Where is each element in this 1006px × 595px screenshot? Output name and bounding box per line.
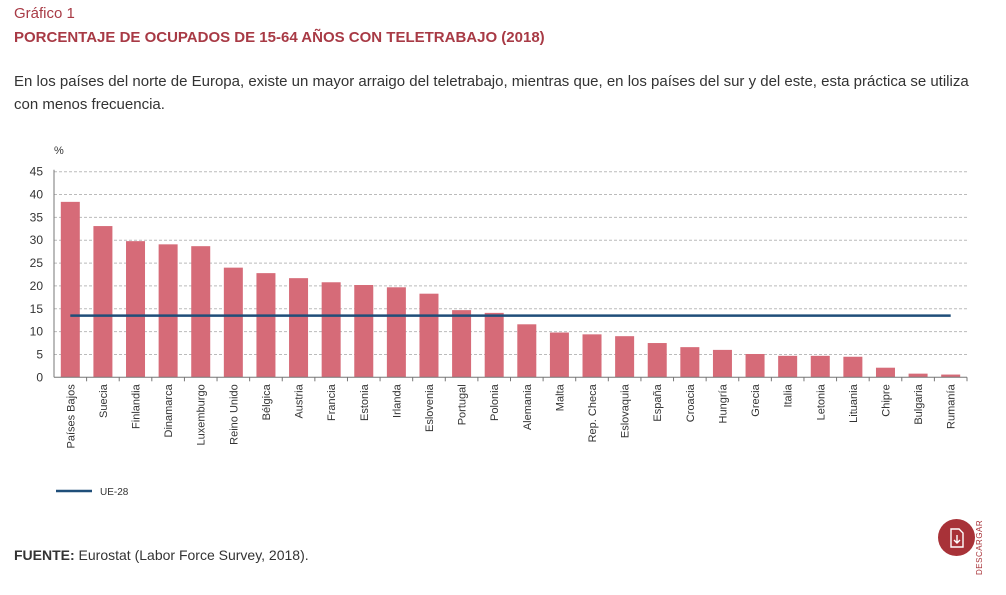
x-tick-label: Letonia xyxy=(815,383,827,420)
bar-letonia xyxy=(810,355,830,378)
x-tick-label: Francia xyxy=(326,383,338,421)
download-button[interactable] xyxy=(938,519,975,556)
x-tick-label: Estonia xyxy=(359,383,371,421)
bar-alemania xyxy=(517,324,537,378)
bar-suecia xyxy=(93,226,113,378)
bar-eslovenia xyxy=(419,293,439,378)
source-label: FUENTE: xyxy=(14,547,75,563)
bar-rep-checa xyxy=(582,334,602,378)
bar-bélgica xyxy=(256,273,276,378)
x-tick-label: Rumanía xyxy=(946,383,958,429)
x-tick-label: Eslovenia xyxy=(424,383,436,432)
bar-irlanda xyxy=(386,287,406,378)
legend-label: UE-28 xyxy=(100,487,129,498)
bar-malta xyxy=(549,332,569,378)
x-tick-label: Bélgica xyxy=(261,383,273,420)
y-tick-label: 25 xyxy=(30,256,44,270)
x-tick-label: Malta xyxy=(554,383,566,411)
x-tick-label: España xyxy=(652,383,664,421)
source-note: FUENTE: Eurostat (Labor Force Survey, 20… xyxy=(14,547,309,563)
bar-croacia xyxy=(680,347,700,378)
bar-grecia xyxy=(745,353,765,378)
bar-reino-unido xyxy=(223,267,243,378)
bar-dinamarca xyxy=(158,244,178,378)
bar-eslovaquia xyxy=(615,336,635,378)
x-tick-label: Suecia xyxy=(98,383,110,418)
y-tick-label: 15 xyxy=(30,302,44,316)
source-text: Eurostat (Labor Force Survey, 2018). xyxy=(74,547,309,563)
bar-españa xyxy=(647,343,667,378)
bar-hungría xyxy=(712,349,732,378)
bar-polonia xyxy=(484,312,504,378)
y-tick-label: 45 xyxy=(30,165,44,179)
bar-francia xyxy=(321,282,341,378)
x-tick-label: Irlanda xyxy=(391,383,403,418)
y-axis-label: % xyxy=(54,145,64,157)
x-tick-label: Lituania xyxy=(848,383,860,422)
x-tick-label: Portugal xyxy=(457,384,469,425)
intro-text: En los países del norte de Europa, exist… xyxy=(14,73,969,113)
bar-luxemburgo xyxy=(191,246,211,378)
bar-austria xyxy=(289,278,309,378)
y-tick-label: 0 xyxy=(36,370,43,384)
chart-title: PORCENTAJE DE OCUPADOS DE 15-64 AÑOS CON… xyxy=(14,29,545,46)
x-tick-label: Alemania xyxy=(522,383,534,430)
x-tick-label: Hungría xyxy=(717,383,729,423)
y-tick-label: 5 xyxy=(36,347,43,361)
bar-italia xyxy=(778,355,798,378)
bar-estonia xyxy=(354,285,374,378)
y-tick-label: 35 xyxy=(30,210,44,224)
figure-label: Gráfico 1 xyxy=(14,5,75,22)
bar-portugal xyxy=(452,310,472,378)
bar-lituania xyxy=(843,356,863,378)
bar-países-bajos xyxy=(60,201,80,378)
y-tick-label: 10 xyxy=(30,325,44,339)
bar-chipre xyxy=(875,367,895,378)
download-file-icon xyxy=(949,527,964,548)
x-tick-label: Croacia xyxy=(685,383,697,422)
x-tick-label: Chipre xyxy=(880,384,892,416)
x-tick-label: Países Bajos xyxy=(65,384,77,449)
y-tick-label: 40 xyxy=(30,188,44,202)
y-tick-label: 20 xyxy=(30,279,44,293)
x-tick-label: Grecia xyxy=(750,383,762,416)
x-tick-label: Eslovaquia xyxy=(620,383,632,438)
x-tick-label: Bulgaria xyxy=(913,383,925,424)
x-tick-label: Reino Unido xyxy=(228,384,240,445)
x-tick-label: Luxemburgo xyxy=(196,384,208,445)
bar-rumanía xyxy=(941,374,961,378)
x-tick-label: Rep. Checa xyxy=(587,383,599,442)
download-label[interactable]: DESCARGAR xyxy=(975,519,984,575)
bar-finlandia xyxy=(126,241,146,378)
x-tick-label: Italia xyxy=(783,383,795,407)
x-tick-label: Polonia xyxy=(489,383,501,421)
x-tick-label: Austria xyxy=(294,383,306,418)
bar-bulgaria xyxy=(908,373,928,378)
y-tick-label: 30 xyxy=(30,233,44,247)
x-tick-label: Dinamarca xyxy=(163,383,175,437)
x-tick-label: Finlandia xyxy=(131,383,143,429)
